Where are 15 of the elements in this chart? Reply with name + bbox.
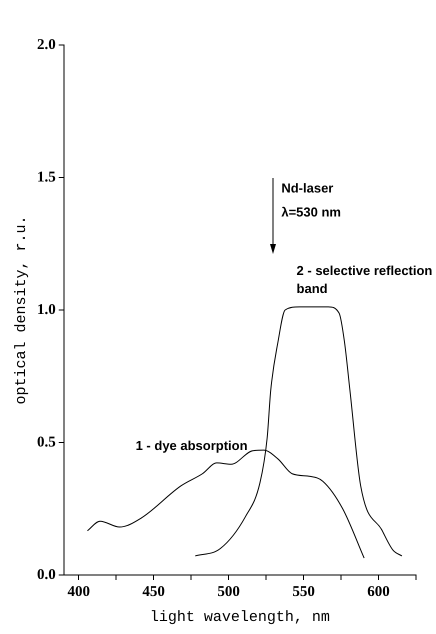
- y-axis-title: optical density, r.u.: [12, 215, 30, 405]
- y-tick-label: 2.0: [37, 36, 56, 53]
- annotation: Nd-laser λ=530 nm: [281, 180, 341, 220]
- y-tick-label: 0.0: [37, 566, 56, 583]
- x-tick-label: 600: [367, 584, 390, 600]
- x-tick-label: 500: [217, 584, 240, 600]
- x-tick-label: 550: [292, 584, 315, 600]
- y-tick-label: 1.0: [37, 302, 56, 318]
- series-label: 1 - dye absorption: [136, 438, 248, 454]
- x-axis-title: light wavelength, nm: [150, 608, 330, 626]
- y-tick-label: 1.5: [37, 169, 56, 186]
- x-tick-label: 400: [67, 584, 90, 600]
- x-tick-label: 450: [142, 584, 165, 600]
- series-label: 2 - selective reflection band: [296, 262, 432, 296]
- y-tick-label: 0.5: [37, 434, 56, 450]
